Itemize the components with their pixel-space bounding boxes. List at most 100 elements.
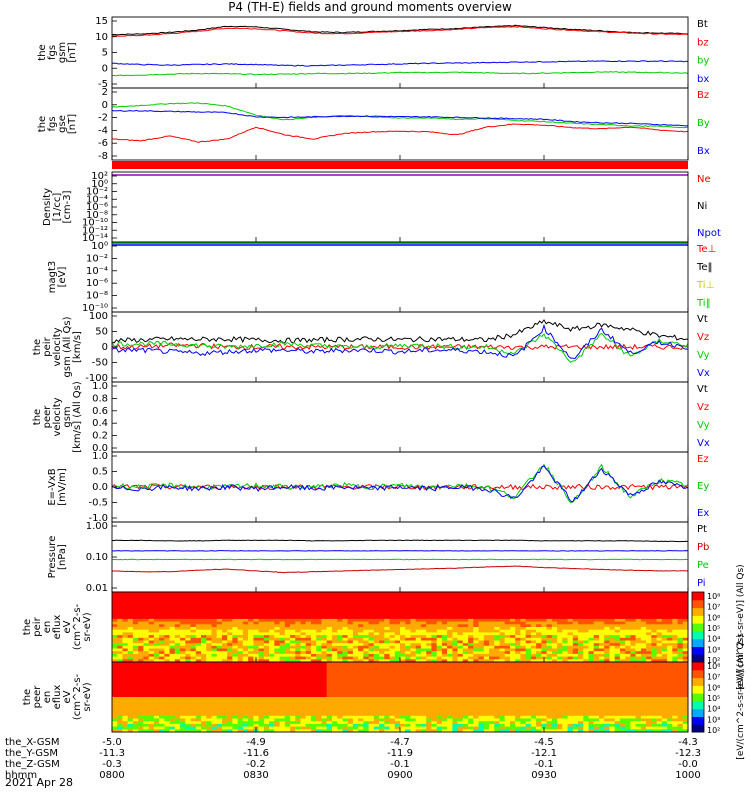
heatmap-cell: [410, 653, 417, 658]
heatmap-cell: [132, 600, 139, 604]
heatmap-cell: [520, 637, 527, 641]
heatmap-cell: [541, 618, 548, 623]
heatmap-cell: [211, 678, 218, 682]
heatmap-cell: [551, 602, 558, 606]
heatmap-cell: [180, 651, 186, 655]
heatmap-cell: [180, 694, 186, 698]
heatmap-cell: [211, 605, 218, 609]
heatmap-cell: [127, 624, 134, 628]
heatmap-cell: [541, 632, 548, 636]
heatmap-cell: [122, 683, 129, 687]
heatmap-cell: [258, 715, 265, 719]
heatmap-cell: [138, 726, 144, 730]
heatmap-cell: [159, 635, 165, 639]
heatmap-cell: [358, 664, 364, 668]
heatmap-cell: [562, 640, 568, 644]
heatmap-cell: [651, 637, 657, 641]
heatmap-cell: [185, 686, 191, 690]
heatmap-cell: [457, 621, 464, 625]
heatmap-cell: [640, 643, 647, 647]
heatmap-cell: [352, 667, 359, 671]
heatmap-cell: [342, 670, 349, 674]
heatmap-cell: [394, 702, 401, 706]
heatmap-cell: [148, 705, 155, 709]
heatmap-cell: [510, 651, 516, 655]
heatmap-cell: [248, 635, 254, 639]
heatmap-cell: [122, 699, 129, 703]
heatmap-cell: [316, 594, 322, 598]
heatmap-cell: [290, 629, 296, 633]
heatmap-cell: [201, 656, 207, 660]
heatmap-cell: [389, 618, 396, 623]
heatmap-cell: [206, 627, 212, 631]
heatmap-cell: [112, 608, 118, 612]
heatmap-cell: [473, 608, 479, 612]
heatmap-cell: [630, 621, 637, 625]
heatmap-cell: [358, 718, 364, 722]
heatmap-cell: [237, 697, 244, 701]
heatmap-cell: [321, 632, 328, 636]
heatmap-cell: [462, 613, 469, 617]
heatmap-cell: [400, 694, 406, 698]
heatmap-cell: [410, 662, 417, 666]
heatmap-cell: [462, 610, 469, 614]
heatmap-cell: [122, 694, 129, 698]
heatmap-cell: [206, 680, 212, 684]
heatmap-cell: [321, 618, 328, 623]
heatmap-cell: [347, 694, 354, 698]
heatmap-cell: [619, 613, 626, 617]
heatmap-cell: [237, 632, 244, 636]
heatmap-cell: [222, 600, 228, 604]
heatmap-cell: [572, 602, 579, 606]
heatmap-cell: [352, 723, 359, 728]
heatmap-cell: [311, 680, 317, 684]
heatmap-cell: [640, 640, 647, 644]
heatmap-cell: [436, 645, 443, 649]
heatmap-cell: [583, 608, 589, 612]
heatmap-cell: [169, 643, 176, 647]
heatmap-cell: [510, 618, 516, 623]
heatmap-cell: [447, 678, 453, 682]
heatmap-cell: [132, 723, 139, 728]
heatmap-cell: [326, 694, 333, 698]
heatmap-cell: [431, 629, 438, 633]
heatmap-cell: [342, 613, 349, 617]
heatmap-cell: [625, 597, 631, 601]
heatmap-cell: [368, 651, 375, 655]
heatmap-cell: [127, 670, 134, 674]
heatmap-cell: [536, 632, 542, 636]
heatmap-cell: [295, 656, 301, 660]
heatmap-cell: [483, 694, 490, 698]
heatmap-cell: [132, 707, 139, 711]
heatmap-cell: [415, 723, 422, 728]
heatmap-cell: [473, 678, 479, 682]
heatmap-cell: [164, 594, 171, 598]
heatmap-cell: [143, 702, 150, 706]
heatmap-cell: [174, 680, 181, 684]
heatmap-cell: [222, 667, 228, 671]
heatmap-cell: [263, 691, 270, 695]
heatmap-cell: [609, 659, 616, 663]
heatmap-cell: [677, 621, 684, 625]
heatmap-cell: [174, 686, 181, 690]
heatmap-cell: [237, 729, 244, 733]
legend-label: Bt: [697, 19, 708, 30]
heatmap-cell: [630, 597, 637, 601]
heatmap-cell: [195, 680, 202, 684]
heatmap-cell: [195, 643, 202, 647]
heatmap-cell: [263, 600, 270, 604]
heatmap-cell: [588, 621, 595, 625]
heatmap-cell: [368, 723, 375, 728]
heatmap-cell: [604, 592, 610, 596]
heatmap-cell: [248, 662, 254, 666]
heatmap-cell: [410, 629, 417, 633]
heatmap-cell: [321, 710, 328, 714]
heatmap-cell: [661, 621, 668, 625]
heatmap-cell: [326, 705, 333, 709]
heatmap-cell: [426, 683, 432, 687]
heatmap-cell: [117, 597, 123, 601]
heatmap-cell: [122, 629, 129, 633]
heatmap-cell: [452, 691, 459, 695]
heatmap-cell: [258, 637, 265, 641]
